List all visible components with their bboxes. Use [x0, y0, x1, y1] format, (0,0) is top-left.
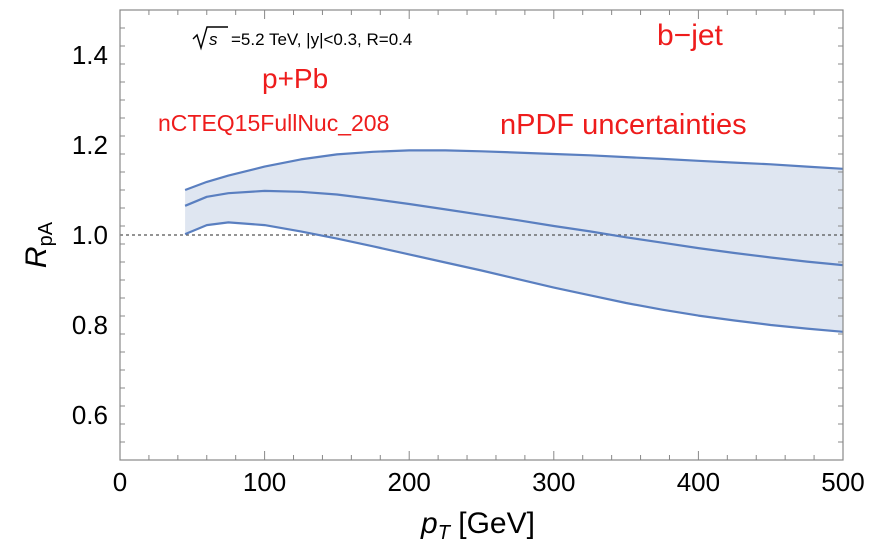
y-tick-label: 1.2	[72, 130, 108, 160]
band-label: nPDF uncertainties	[500, 109, 747, 141]
y-tick-label: 0.8	[72, 310, 108, 340]
y-tick-label: 1.4	[72, 40, 108, 70]
x-tick-label: 200	[388, 467, 431, 497]
x-axis-label: pT [GeV]	[420, 507, 535, 543]
x-tick-label: 100	[243, 467, 286, 497]
sqrt-sign	[192, 26, 228, 51]
y-tick-label: 0.6	[72, 400, 108, 430]
upper-bound-line	[184, 149, 844, 192]
central-line	[184, 189, 844, 267]
system-label: p+Pb	[262, 63, 328, 94]
uncertainty-band	[185, 150, 844, 332]
x-tick-label: 300	[532, 467, 575, 497]
energy-annotation: s =5.2 TeV, |y|<0.3, R=0.4	[192, 26, 412, 51]
x-tick-label: 500	[821, 467, 864, 497]
y-axis-label: RpA	[20, 221, 57, 268]
lower-bound-line	[184, 221, 844, 333]
jet-label: b−jet	[657, 19, 724, 52]
x-tick-label: 400	[677, 467, 720, 497]
sqrt-argument: s	[209, 30, 218, 49]
tick-layer: 0 100 200 300 400 500 0.6 0.8 1.0 1.2 1.4	[72, 9, 865, 497]
x-tick-label: 0	[113, 467, 127, 497]
plot-frame	[119, 9, 844, 461]
energy-text: =5.2 TeV, |y|<0.3, R=0.4	[231, 30, 412, 49]
pdf-set-label: nCTEQ15FullNuc_208	[158, 110, 389, 136]
series-layer	[184, 149, 844, 333]
uncertainty-band-layer	[185, 150, 844, 332]
y-tick-label: 1.0	[72, 220, 108, 250]
